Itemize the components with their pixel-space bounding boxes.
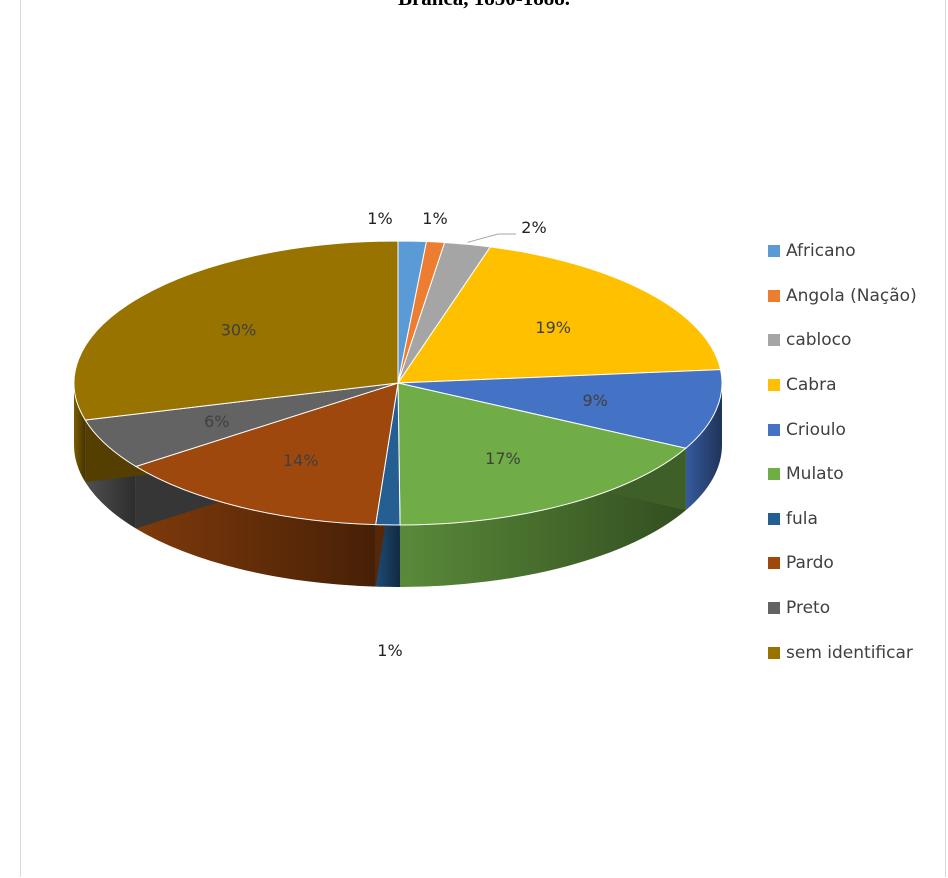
legend-item-preto: Preto [768, 586, 917, 631]
data-label-africano: 1% [367, 209, 392, 228]
legend-swatch [768, 423, 780, 436]
data-label-sem-identificar: 30% [221, 320, 257, 339]
legend-label: cabloco [786, 330, 852, 351]
data-label-cabra: 19% [535, 318, 571, 337]
legend-label: sem identificar [786, 642, 913, 663]
data-label-cabloco: 2% [521, 218, 546, 237]
pie-slice-sem-identificar [73, 240, 399, 421]
legend-label: Mulato [786, 464, 844, 485]
leader-line-cabloco [467, 233, 516, 243]
legend-item-fula: fula [768, 497, 917, 542]
pie-slice-mulato [397, 382, 687, 526]
legend-swatch [768, 512, 780, 525]
legend-label: Cabra [786, 375, 837, 396]
legend-label: Preto [786, 598, 831, 619]
legend-label: Angola (Nação) [786, 285, 917, 306]
pie-slice-crioulo [397, 369, 723, 449]
data-label-angola-nacao: 1% [422, 209, 447, 228]
pie-side-crioulo [685, 383, 722, 511]
data-label-preto: 6% [204, 412, 229, 431]
pie-slice-cabra [397, 246, 722, 384]
leader-lines [467, 233, 516, 243]
legend-label: Africano [786, 241, 856, 262]
pie-slice-pardo [134, 382, 399, 526]
chart-title: Branca, 1850-1888. [21, 0, 947, 11]
legend-swatch [768, 602, 780, 615]
pie-side-mulato [400, 448, 686, 587]
data-label-fula: 1% [377, 641, 402, 660]
legend-item-pardo: Pardo [768, 541, 917, 586]
legend-swatch [768, 646, 780, 659]
legend-item-mulato: Mulato [768, 452, 917, 497]
percentage-labels: 1% 1% 2% 19% 9% 17% 1% 14% 6% 30% [204, 209, 608, 660]
legend-label: Pardo [786, 553, 834, 574]
pie-side-sem-identificar [74, 383, 86, 483]
legend-swatch [768, 245, 780, 258]
legend-item-crioulo: Crioulo [768, 407, 917, 452]
legend-item-cabra: Cabra [768, 363, 917, 408]
legend-item-cabloco: cabloco [768, 318, 917, 363]
legend-label: Crioulo [786, 419, 846, 440]
legend-swatch [768, 557, 780, 570]
legend-item-sem-identificar: sem identificar [768, 630, 917, 675]
legend-label: fula [786, 508, 818, 529]
pie-tops [73, 240, 723, 526]
legend-swatch [768, 289, 780, 302]
legend-item-angola-nacao: Angola (Nação) [768, 274, 917, 319]
legend-swatch [768, 468, 780, 481]
data-label-mulato: 17% [485, 449, 521, 468]
legend-item-africano: Africano [768, 229, 917, 274]
data-label-pardo: 14% [283, 451, 319, 470]
data-label-crioulo: 9% [583, 391, 608, 410]
legend-swatch [768, 334, 780, 347]
chart-legend: Africano Angola (Nação) cabloco Cabra Crioul… [768, 229, 917, 675]
legend-swatch [768, 379, 780, 392]
chart-frame: Branca, 1850-1888. [20, 0, 946, 877]
